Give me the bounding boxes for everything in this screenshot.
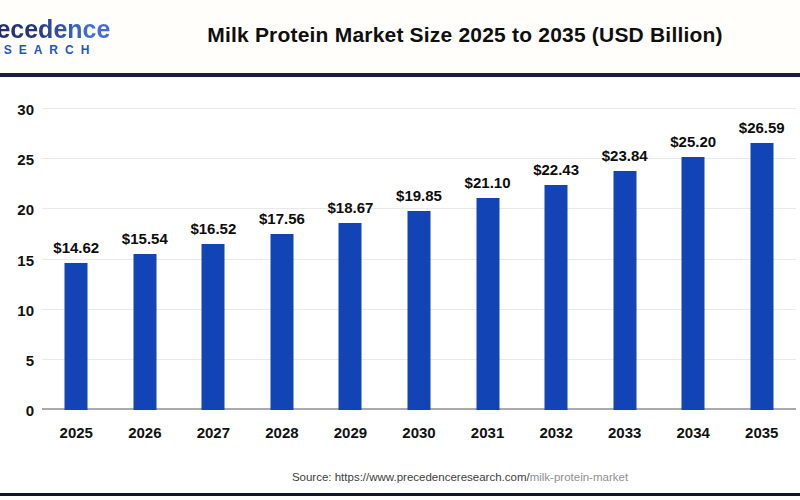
bar-value-label-2030: $19.85 <box>396 187 442 204</box>
bar-2027 <box>202 244 225 410</box>
x-tick-label-2028: 2028 <box>248 424 317 441</box>
bar-value-label-2029: $18.67 <box>328 199 374 216</box>
x-tick-label-2030: 2030 <box>385 424 454 441</box>
source-url-prefix: Source: https://www.precedenceresearch.c… <box>292 471 530 483</box>
bar-2033 <box>613 171 636 410</box>
bar-value-label-2031: $21.10 <box>465 174 511 191</box>
y-tick-label-25: 25 <box>17 152 34 167</box>
bar-2029 <box>339 223 362 410</box>
bar-column-2027: $16.52 <box>179 109 248 410</box>
bar-column-2032: $22.43 <box>522 109 591 410</box>
bar-2034 <box>682 157 705 410</box>
x-tick-label-2035: 2035 <box>727 424 796 441</box>
bar-value-label-2027: $16.52 <box>190 220 236 237</box>
bar-value-label-2034: $25.20 <box>670 133 716 150</box>
x-tick-label-2033: 2033 <box>590 424 659 441</box>
bar-column-2034: $25.20 <box>659 109 728 410</box>
chart-title: Milk Protein Market Size 2025 to 2035 (U… <box>130 23 800 47</box>
bar-value-label-2025: $14.62 <box>53 239 99 256</box>
bar-column-2029: $18.67 <box>316 109 385 410</box>
y-axis: 051015202530 <box>0 109 34 410</box>
y-tick-label-15: 15 <box>17 252 34 267</box>
plot-area: $14.62 $15.54 $16.52 $17.56 $18.67 $19.85 $21.… <box>42 109 796 410</box>
bar-2028 <box>270 234 293 410</box>
bar-column-2026: $15.54 <box>111 109 180 410</box>
precedence-research-logo: Precedence RESEARCH <box>0 17 110 56</box>
page: Precedence RESEARCH Milk Protein Market … <box>0 0 800 500</box>
source-note: Source: https://www.precedenceresearch.c… <box>130 471 790 485</box>
y-tick-label-5: 5 <box>26 352 34 367</box>
x-tick-label-2032: 2032 <box>522 424 591 441</box>
bar-column-2028: $17.56 <box>248 109 317 410</box>
bar-column-2025: $14.62 <box>42 109 111 410</box>
bar-value-label-2028: $17.56 <box>259 210 305 227</box>
header: Precedence RESEARCH Milk Protein Market … <box>0 0 800 77</box>
x-tick-label-2027: 2027 <box>179 424 248 441</box>
x-tick-label-2025: 2025 <box>42 424 111 441</box>
x-axis: 2025202620272028202920302031203220332034… <box>42 424 796 441</box>
bar-column-2031: $21.10 <box>453 109 522 410</box>
x-tick-label-2029: 2029 <box>316 424 385 441</box>
bar-column-2033: $23.84 <box>590 109 659 410</box>
bar-2032 <box>545 185 568 410</box>
bar-value-label-2033: $23.84 <box>602 147 648 164</box>
y-tick-label-20: 20 <box>17 202 34 217</box>
bar-column-2035: $26.59 <box>727 109 796 410</box>
y-tick-label-10: 10 <box>17 302 34 317</box>
y-tick-label-0: 0 <box>26 403 34 418</box>
bar-value-label-2032: $22.43 <box>533 161 579 178</box>
x-tick-label-2031: 2031 <box>453 424 522 441</box>
bar-column-2030: $19.85 <box>385 109 454 410</box>
bar-value-label-2035: $26.59 <box>739 119 785 136</box>
x-tick-label-2026: 2026 <box>111 424 180 441</box>
bar-2035 <box>750 143 773 410</box>
source-url-path: milk-protein-market <box>530 471 628 483</box>
bottom-rule <box>0 493 800 496</box>
logo-wordmark: Precedence <box>0 17 110 42</box>
bar-2026 <box>133 254 156 410</box>
bar-value-label-2026: $15.54 <box>122 230 168 247</box>
x-tick-label-2034: 2034 <box>659 424 728 441</box>
bar-series: $14.62 $15.54 $16.52 $17.56 $18.67 $19.85 $21.… <box>42 109 796 410</box>
bar-2030 <box>408 211 431 410</box>
y-tick-label-30: 30 <box>17 102 34 117</box>
bar-2025 <box>65 263 88 410</box>
bar-2031 <box>476 198 499 410</box>
logo-subtext: RESEARCH <box>0 44 110 56</box>
